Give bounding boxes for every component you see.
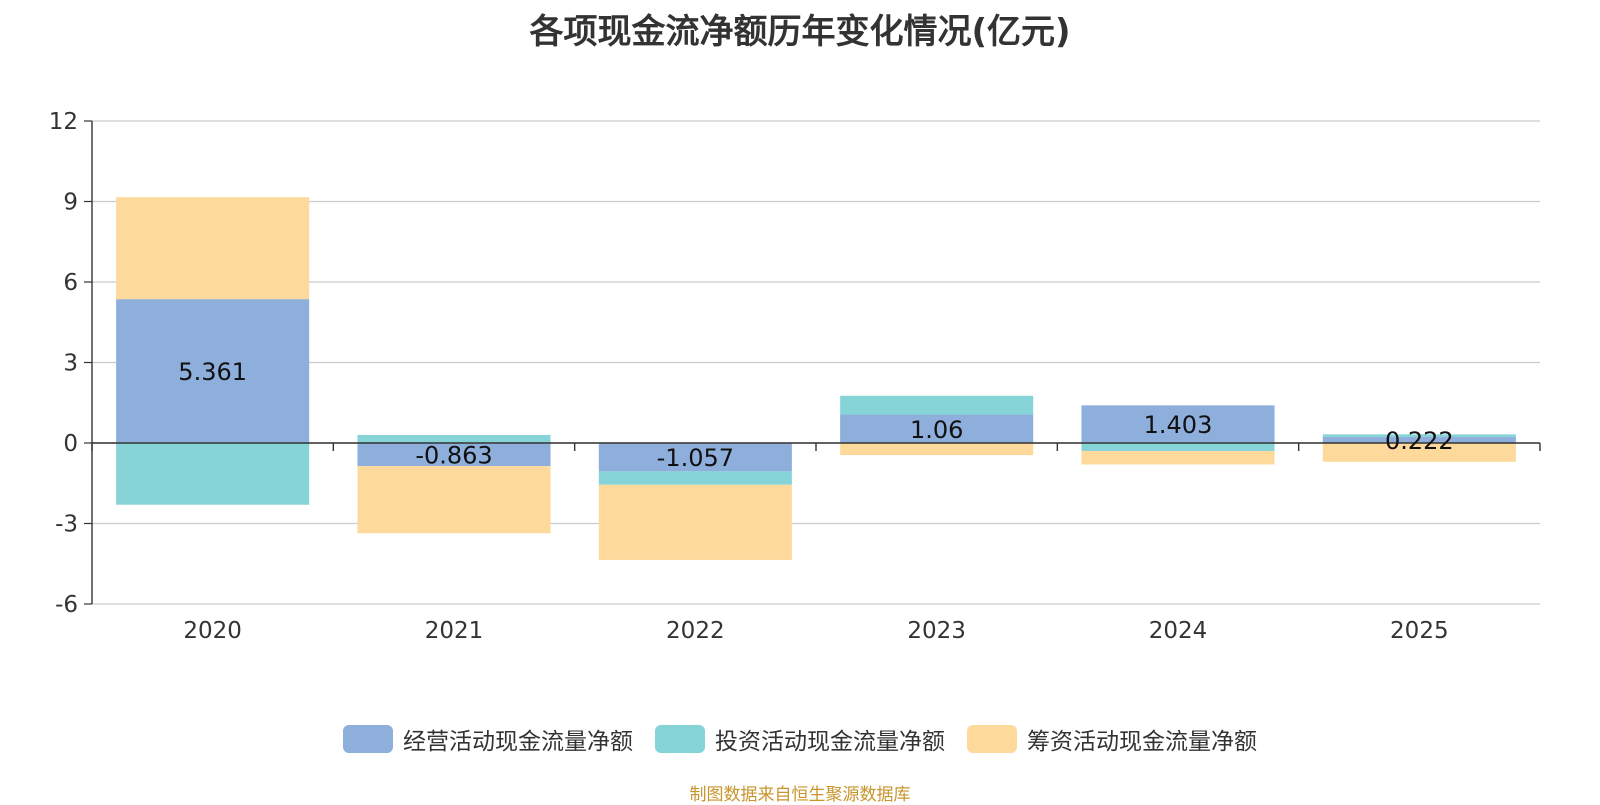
x-tick-label-2021: 2021 [425,618,484,644]
bar-2025-series-2 [1322,443,1516,462]
data-label-2024: 1.403 [1144,411,1213,439]
legend-label-operating: 经营活动现金流量净额 [403,729,633,755]
bar-2022-series-0 [598,443,792,472]
bar-2020-series-2 [116,197,310,300]
legend-swatch-financing [967,725,1017,753]
data-label-layer: 5.361 -0.863 -1.057 1.06 1.403 0.222 [178,358,1453,472]
bar-2025-series-1 [1322,434,1516,438]
bar-2022-series-1 [598,471,792,485]
legend-swatch-investing [655,725,705,753]
bar-2024-series-2 [1081,451,1275,465]
y-tick-label: 6 [63,270,78,296]
bar-2020-series-1 [116,443,310,505]
x-tick-label-2024: 2024 [1149,618,1208,644]
bar-2020-series-0 [116,299,310,443]
bar-layer [116,197,1516,560]
y-tick-label: -6 [55,592,78,618]
x-tick-label-2025: 2025 [1390,618,1449,644]
y-tick-label: -3 [55,512,78,538]
data-label-2021: -0.863 [415,442,492,470]
chart-title: 各项现金流净额历年变化情况(亿元) [529,12,1071,52]
y-tick-label: 9 [63,190,78,216]
legend: 经营活动现金流量净额 投资活动现金流量净额 筹资活动现金流量净额 [0,722,1600,756]
legend-item-financing[interactable]: 筹资活动现金流量净额 [967,722,1257,756]
data-label-2022: -1.057 [657,444,734,472]
grid-lines [92,120,1540,605]
data-label-2023: 1.06 [910,416,963,444]
y-tick-label: 0 [63,431,78,457]
x-tick-label-2023: 2023 [907,618,966,644]
legend-swatch-operating [343,725,393,753]
bar-2021-series-0 [357,443,551,467]
bar-2023-series-2 [840,443,1034,456]
legend-item-operating[interactable]: 经营活动现金流量净额 [343,722,633,756]
y-tick-label: 12 [49,109,78,135]
bar-2021-series-1 [357,434,551,443]
legend-label-investing: 投资活动现金流量净额 [715,729,945,755]
bar-2022-series-2 [598,484,792,560]
bar-2024-series-0 [1081,405,1275,443]
bar-2025-series-0 [1322,437,1516,443]
bar-2023-series-0 [840,414,1034,443]
y-tick-label: 3 [63,351,78,377]
bar-2023-series-1 [840,395,1034,415]
axis-layer: 12 9 6 3 0 -3 -6 2020 2021 2022 2023 2024 2025 [49,109,1541,644]
legend-item-investing[interactable]: 投资活动现金流量净额 [655,722,945,756]
x-tick-label-2020: 2020 [183,618,242,644]
data-label-2020: 5.361 [178,358,247,386]
x-tick-label-2022: 2022 [666,618,725,644]
bar-2024-series-1 [1081,443,1275,452]
legend-label-financing: 筹资活动现金流量净额 [1027,729,1257,755]
bar-2021-series-2 [357,466,551,534]
data-label-2025: 0.222 [1385,427,1454,455]
source-note: 制图数据来自恒生聚源数据库 [689,785,911,805]
